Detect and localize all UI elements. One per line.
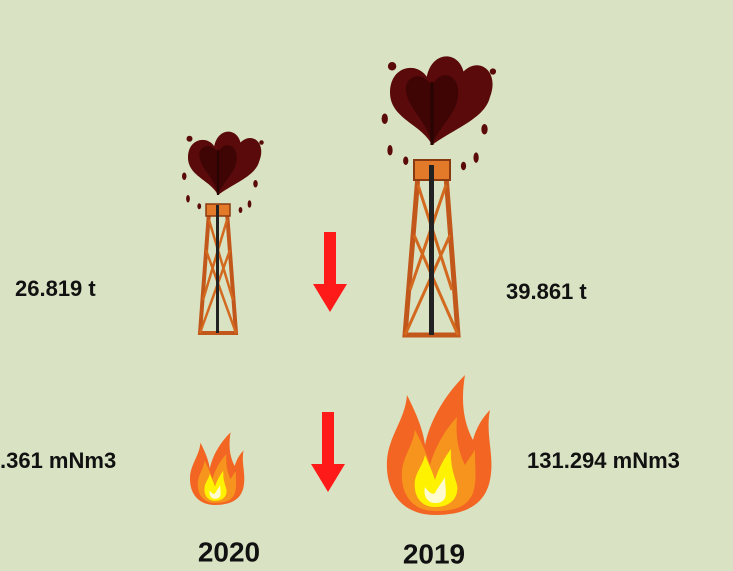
year-label: 2019 bbox=[403, 538, 465, 569]
year-label: 2020 bbox=[198, 536, 260, 567]
gas-value: 131.294 mNm3 bbox=[527, 448, 680, 473]
oil-derrick-2019 bbox=[381, 56, 497, 338]
oil-value: 39.861 t bbox=[506, 279, 587, 304]
oil-derrick-2020 bbox=[182, 131, 264, 335]
gas-value: .361 mNm3 bbox=[0, 448, 116, 473]
oil-value: 26.819 t bbox=[15, 276, 96, 301]
